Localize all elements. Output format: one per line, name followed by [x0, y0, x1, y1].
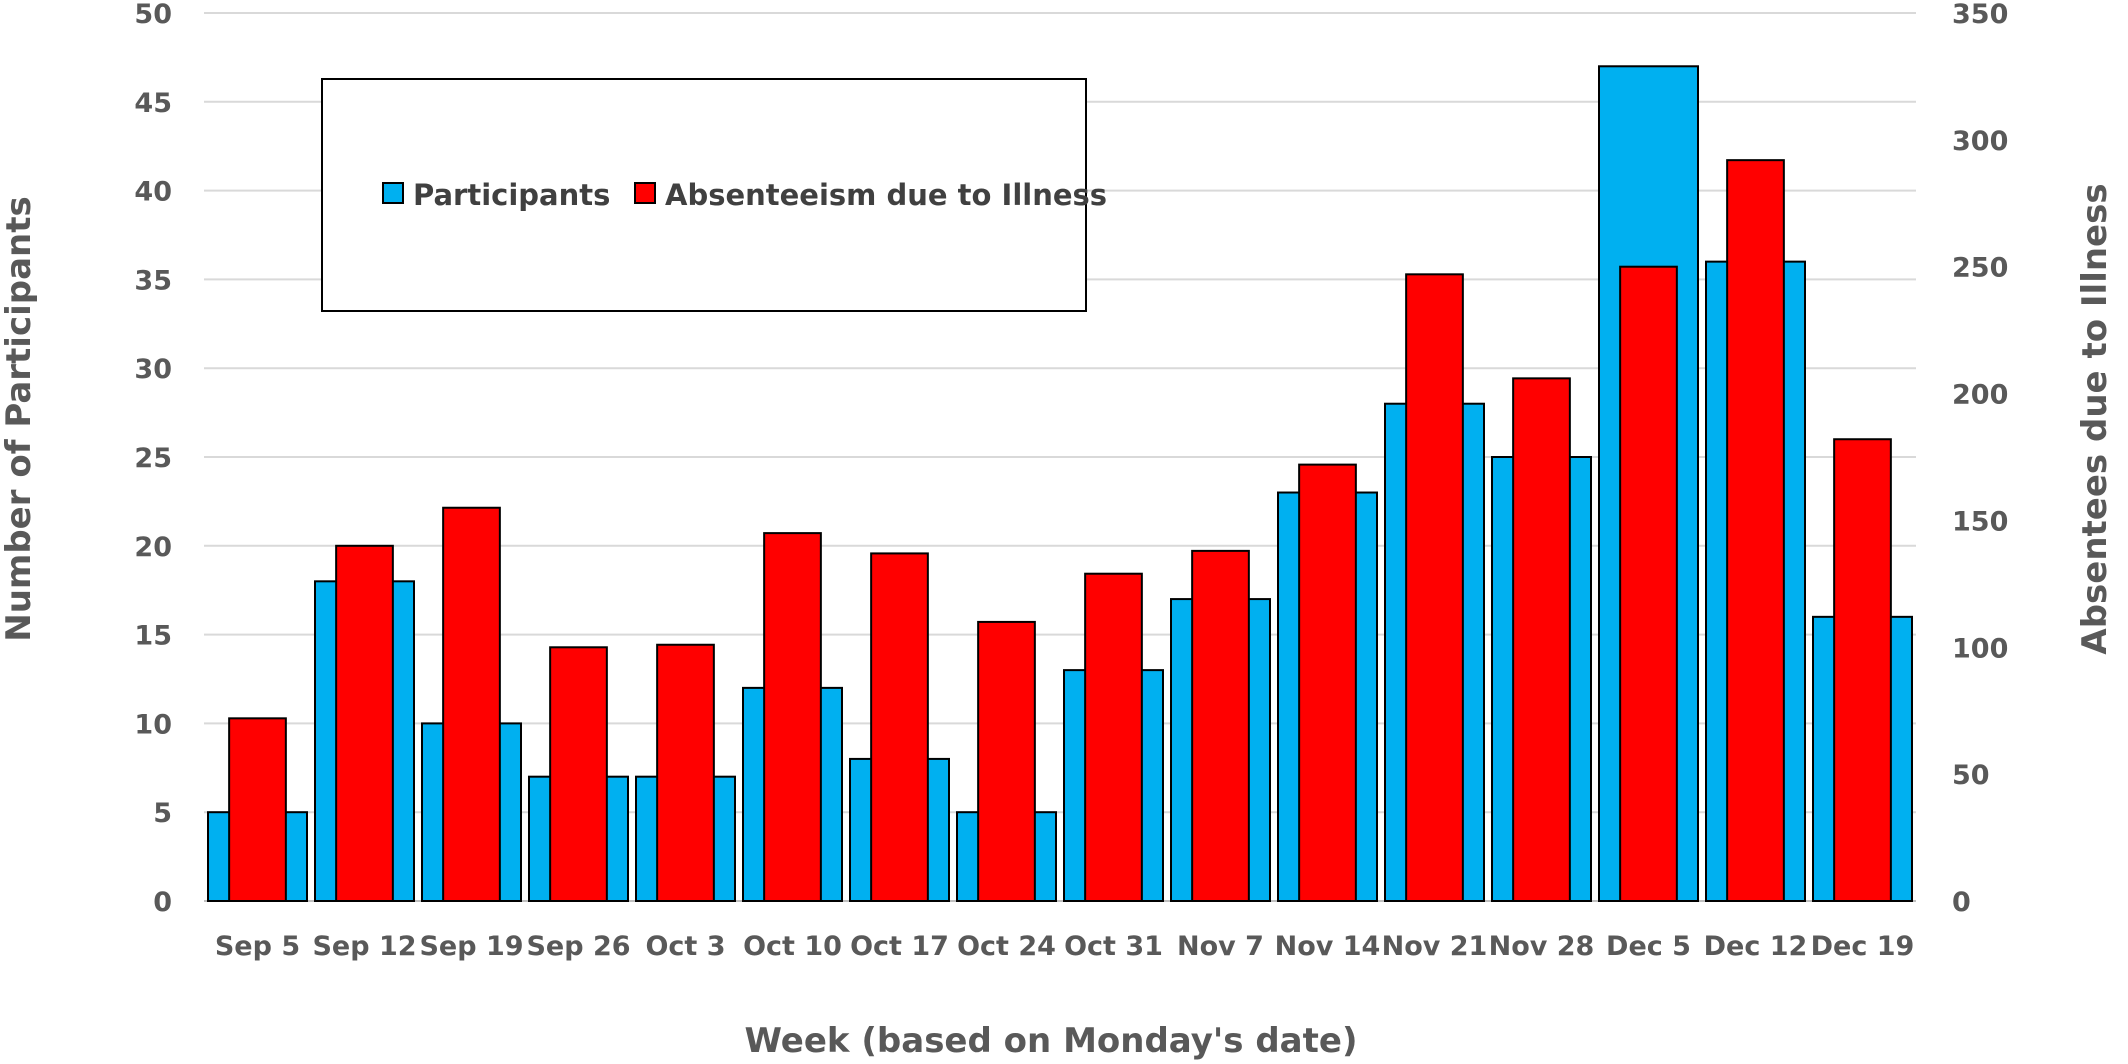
legend: Participants Absenteeism due to Illness — [321, 78, 1107, 312]
left-axis-title: Number of Participants — [0, 196, 39, 642]
absentees-bar — [549, 646, 608, 902]
x-tick-label: Oct 10 — [743, 931, 842, 962]
absentees-bar — [763, 532, 822, 902]
left-tick-label: 45 — [134, 88, 172, 119]
x-tick-label: Sep 5 — [215, 931, 300, 962]
x-tick-label: Oct 17 — [850, 931, 949, 962]
right-axis-ticks: 0 50 100 150 200 250 300 350 — [1952, 0, 2008, 918]
absentee-bars — [228, 159, 1892, 903]
absentees-bar — [1405, 273, 1464, 902]
absentees-bar — [1298, 463, 1357, 902]
absentees-bar — [1726, 159, 1785, 902]
legend-label-participants: Participants — [413, 178, 610, 212]
right-tick-label: 350 — [1952, 0, 2008, 30]
absentees-bar — [1833, 438, 1892, 902]
absentees-bar — [1084, 572, 1143, 902]
x-tick-label: Nov 14 — [1275, 931, 1381, 962]
right-axis-title: Absentees due to Illness — [2075, 183, 2115, 654]
x-axis-ticks: Sep 5 Sep 12 Sep 19 Sep 26 Oct 3 Oct 10 Oct 17… — [215, 931, 1914, 962]
left-tick-label: 0 — [153, 887, 172, 918]
x-tick-label: Nov 7 — [1177, 931, 1264, 962]
legend-swatch-absenteeism — [634, 182, 656, 204]
absentees-bar — [442, 506, 501, 902]
absentees-bar — [228, 717, 287, 903]
left-tick-label: 25 — [134, 443, 172, 474]
x-tick-label: Sep 19 — [419, 931, 523, 962]
left-tick-label: 30 — [134, 354, 172, 385]
absentees-bar — [656, 643, 715, 903]
x-tick-label: Sep 26 — [526, 931, 630, 962]
right-tick-label: 0 — [1952, 887, 1971, 918]
x-axis-title: Week (based on Monday's date) — [745, 1021, 1358, 1061]
left-tick-label: 35 — [134, 265, 172, 296]
right-tick-label: 300 — [1952, 126, 2008, 157]
left-tick-label: 50 — [134, 0, 172, 30]
right-tick-label: 100 — [1952, 633, 2008, 664]
left-axis-ticks: 0 5 10 15 20 25 30 35 40 45 50 — [134, 0, 172, 918]
absentees-bar — [1619, 265, 1678, 902]
absentees-bar — [1191, 549, 1250, 902]
right-tick-label: 50 — [1952, 760, 1990, 791]
left-tick-label: 20 — [134, 532, 172, 563]
x-tick-label: Sep 12 — [312, 931, 416, 962]
absentees-bar — [977, 620, 1036, 903]
x-tick-label: Dec 19 — [1811, 931, 1915, 962]
absentees-bar — [1512, 377, 1571, 902]
left-tick-label: 5 — [153, 798, 172, 829]
legend-frame — [321, 78, 1087, 312]
x-tick-label: Nov 21 — [1382, 931, 1488, 962]
right-tick-label: 150 — [1952, 506, 2008, 537]
left-tick-label: 10 — [134, 709, 172, 740]
absentees-bar — [335, 544, 394, 902]
x-tick-label: Dec 5 — [1606, 931, 1691, 962]
x-tick-label: Nov 28 — [1489, 931, 1595, 962]
right-tick-label: 200 — [1952, 380, 2008, 411]
x-tick-label: Dec 12 — [1704, 931, 1808, 962]
x-tick-label: Oct 3 — [645, 931, 725, 962]
left-tick-label: 15 — [134, 621, 172, 652]
right-tick-label: 250 — [1952, 253, 2008, 284]
x-tick-label: Oct 24 — [957, 931, 1056, 962]
legend-label-absenteeism: Absenteeism due to Illness — [665, 178, 1107, 212]
left-tick-label: 40 — [134, 177, 172, 208]
absentees-bar — [870, 552, 929, 902]
legend-swatch-participants — [382, 182, 404, 204]
x-tick-label: Oct 31 — [1064, 931, 1163, 962]
